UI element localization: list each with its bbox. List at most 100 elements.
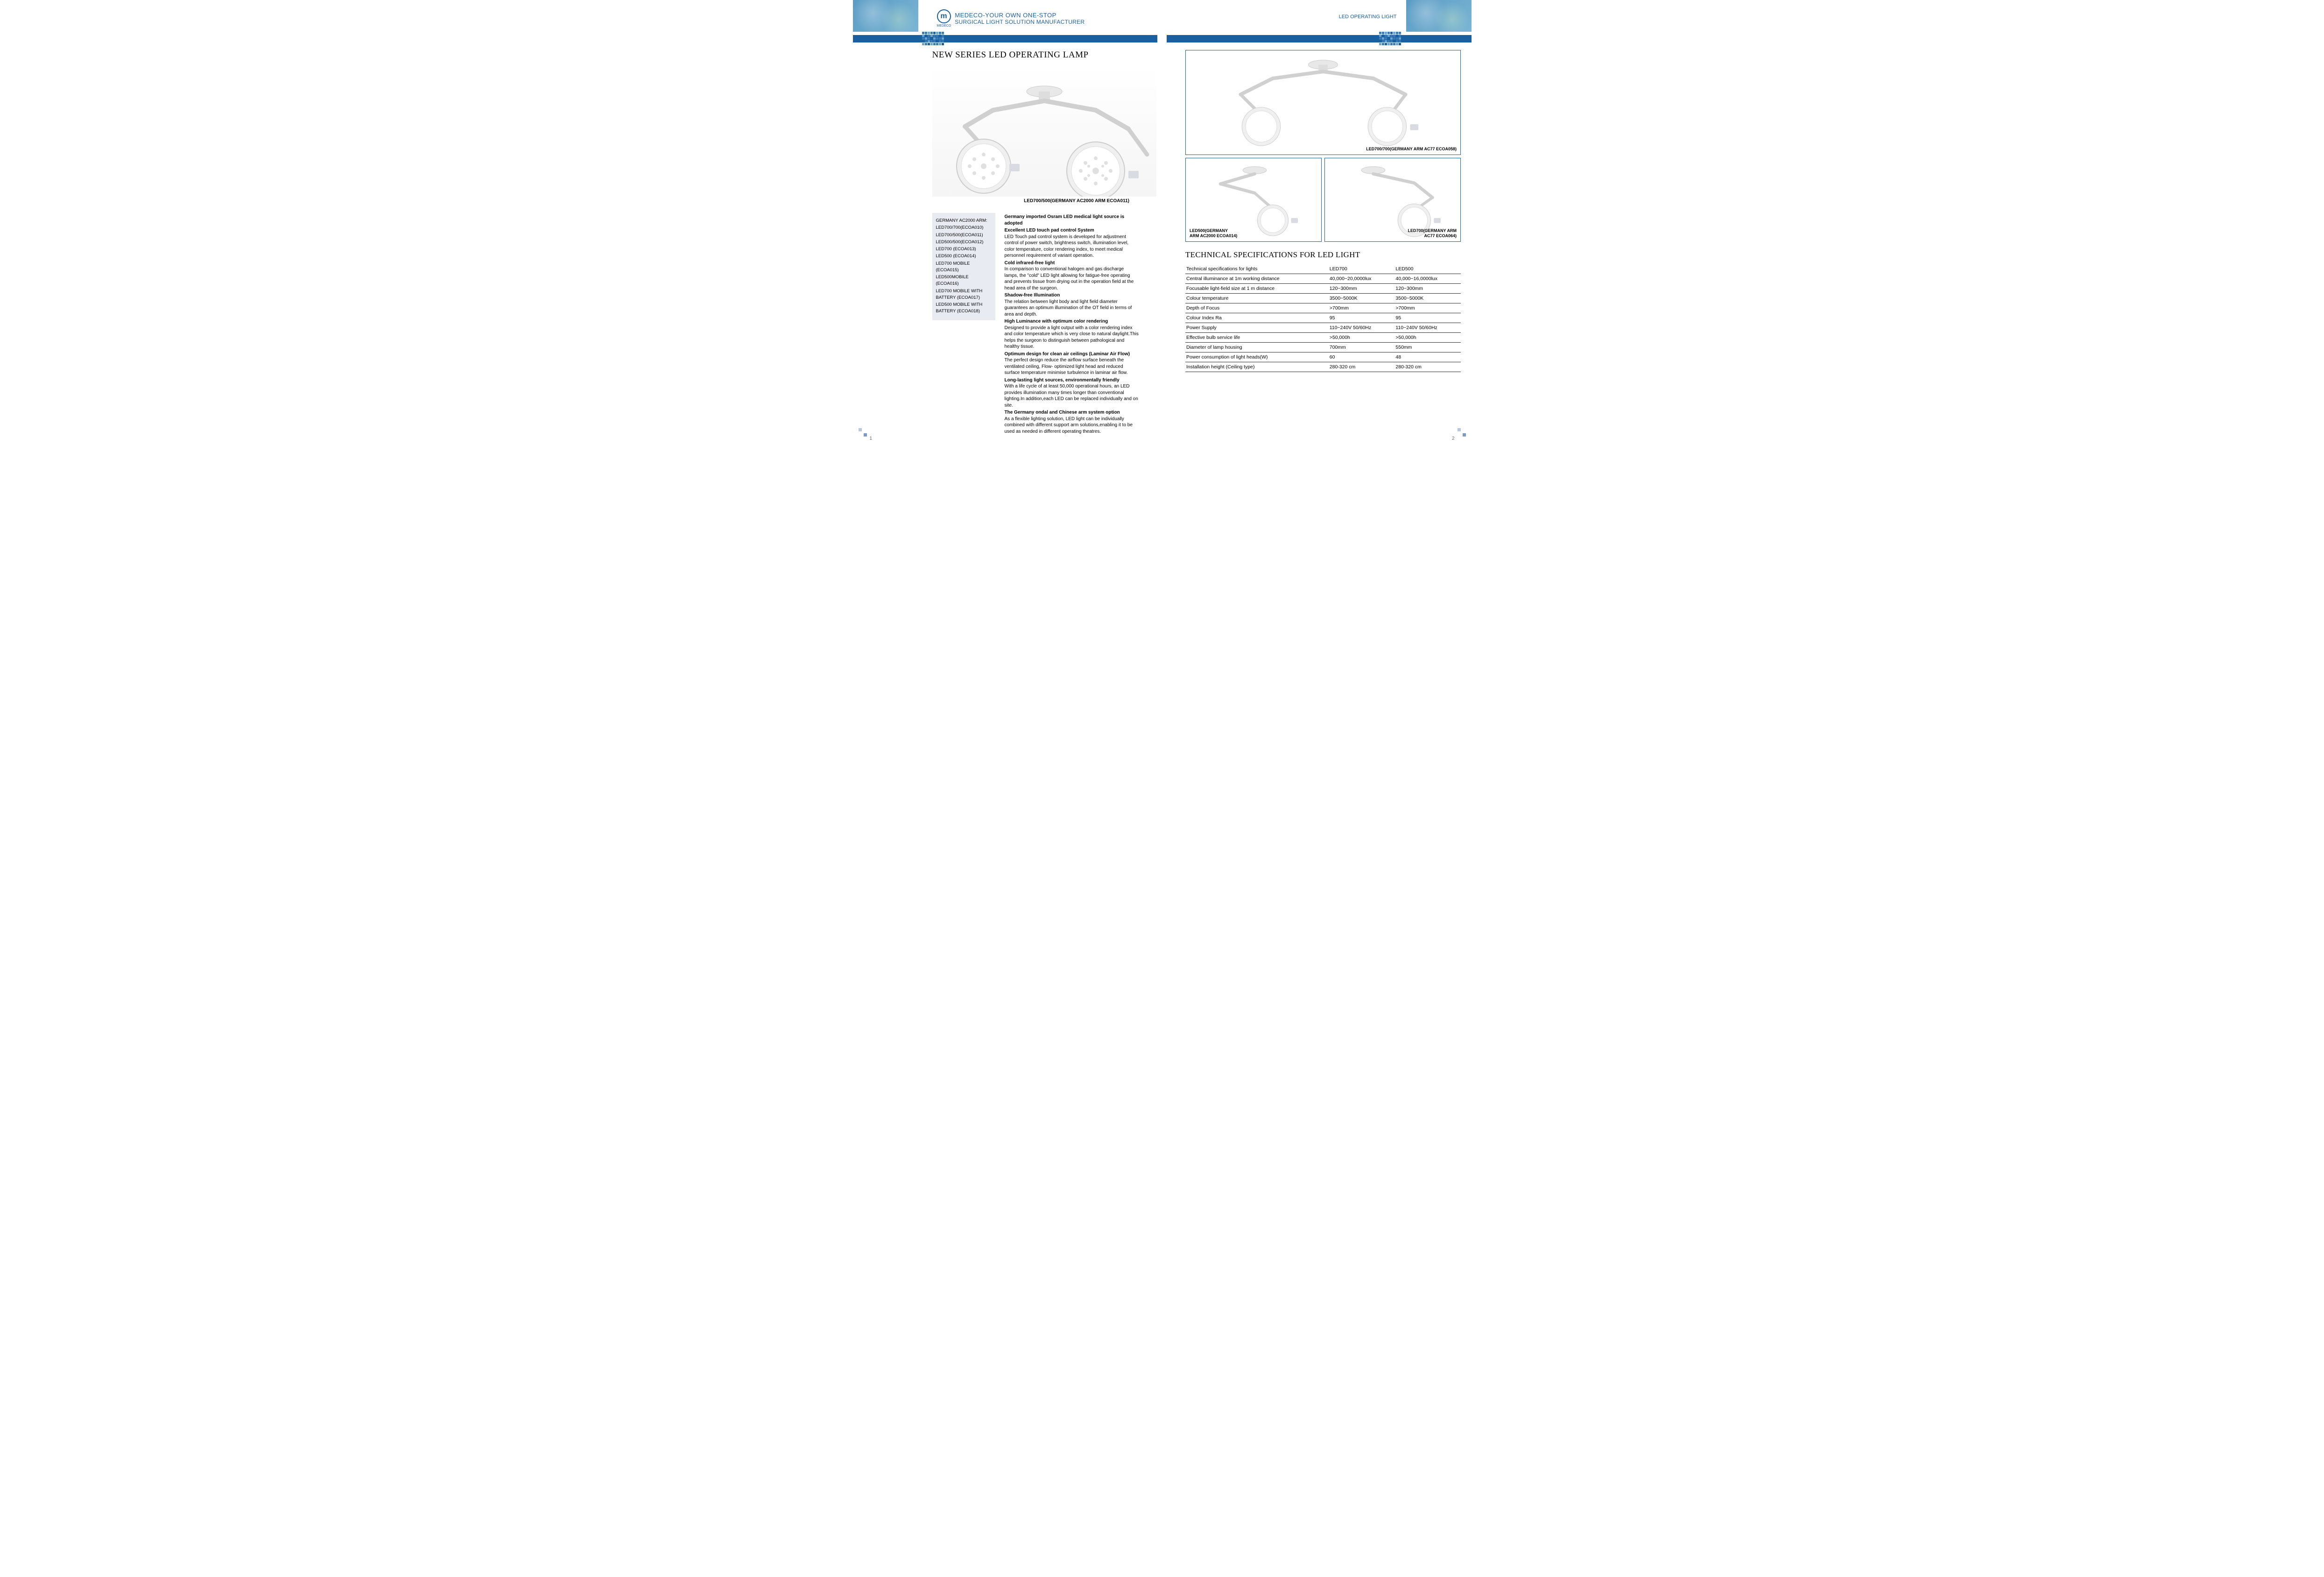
spec-table: Technical specifications for lightsLED70… bbox=[1185, 264, 1461, 372]
table-cell: 120~300mm bbox=[1394, 284, 1461, 294]
brand-line2: SURGICAL LIGHT SOLUTION MANUFACTURER bbox=[955, 19, 1085, 25]
table-row: Depth of Focus>700mm>700mm bbox=[1185, 303, 1461, 313]
table-row: Central illuminance at 1m working distan… bbox=[1185, 274, 1461, 284]
table-cell: 40,000~20,0000lux bbox=[1329, 274, 1395, 284]
model-list-item: LED500MOBILE (ECOA016) bbox=[936, 274, 992, 288]
table-cell: >50,000h bbox=[1329, 333, 1395, 343]
feature-body: As a flexible lighting solution, LED lig… bbox=[1005, 416, 1139, 435]
table-cell: >700mm bbox=[1394, 303, 1461, 313]
corner-decoration bbox=[859, 428, 867, 436]
table-cell: 280-320 cm bbox=[1329, 362, 1395, 372]
main-product-caption: LED700/500(GERMANY AC2000 ARM ECOA011) bbox=[932, 198, 1139, 204]
table-cell: Colour temperature bbox=[1185, 294, 1329, 303]
features-text: Germany imported Osram LED medical light… bbox=[1005, 213, 1139, 436]
feature-title: Optimum design for clean air ceilings (L… bbox=[1005, 351, 1139, 358]
table-cell: 95 bbox=[1329, 313, 1395, 323]
table-cell: 280-320 cm bbox=[1394, 362, 1461, 372]
page-right: LED OPERATING LIGHT bbox=[1162, 0, 1472, 445]
brand-line1: MEDECO-YOUR OWN ONE-STOP bbox=[955, 12, 1085, 19]
table-cell: Depth of Focus bbox=[1185, 303, 1329, 313]
table-cell: Effective bulb service life bbox=[1185, 333, 1329, 343]
model-list-item: LED700 MOBILE WITH BATTERY (ECOA017) bbox=[936, 288, 992, 302]
logo: m MEDECO bbox=[937, 9, 951, 28]
spec-title: TECHNICAL SPECIFICATIONS FOR LED LIGHT bbox=[1185, 250, 1444, 260]
table-row: Power Supply110~240V 50/60Hz110~240V 50/… bbox=[1185, 323, 1461, 333]
product-box-small: LED700(GERMANY ARMAC77 ECOA064) bbox=[1324, 158, 1461, 242]
feature-title: Excellent LED touch pad control System bbox=[1005, 227, 1139, 234]
feature-body: With a life cycle of at least 50,000 ope… bbox=[1005, 383, 1139, 408]
feature-title: Germany imported Osram LED medical light… bbox=[1005, 214, 1139, 226]
table-cell: >700mm bbox=[1329, 303, 1395, 313]
model-list-item: LED700/500(ECOA011) bbox=[936, 232, 992, 239]
product-caption: LED700(GERMANY ARMAC77 ECOA064) bbox=[1408, 228, 1457, 239]
table-header-cell: LED500 bbox=[1394, 264, 1461, 274]
table-cell: Colour Index Ra bbox=[1185, 313, 1329, 323]
corner-decoration bbox=[1458, 428, 1466, 436]
feature-body: In comparison to conventional halogen an… bbox=[1005, 266, 1139, 291]
model-list-item: GERMANY AC2000 ARM: bbox=[936, 218, 992, 224]
table-cell: Diameter of lamp housing bbox=[1185, 343, 1329, 352]
model-list-item: LED500 (ECOA014) bbox=[936, 253, 992, 260]
product-grid: LED700/700(GERMANY ARM AC77 ECOA058) LED… bbox=[1185, 50, 1461, 242]
lamp-illustration bbox=[1189, 161, 1318, 239]
header-photo-left bbox=[853, 0, 918, 32]
pixel-decoration bbox=[922, 32, 945, 46]
header-bar-left: m MEDECO MEDECO-YOUR OWN ONE-STOP SURGIC… bbox=[853, 0, 1158, 35]
feature-body: The relation between light body and ligh… bbox=[1005, 299, 1139, 318]
brand-block: m MEDECO MEDECO-YOUR OWN ONE-STOP SURGIC… bbox=[918, 0, 1158, 28]
model-list-item: LED500 MOBILE WITH BATTERY (ECOA018) bbox=[936, 302, 992, 315]
table-cell: Power Supply bbox=[1185, 323, 1329, 333]
lamp-illustration bbox=[1328, 161, 1458, 239]
section-title: NEW SERIES LED OPERATING LAMP bbox=[932, 50, 1139, 60]
table-cell: 3500~5000K bbox=[1329, 294, 1395, 303]
table-cell: 95 bbox=[1394, 313, 1461, 323]
left-content: NEW SERIES LED OPERATING LAMP bbox=[853, 46, 1158, 445]
product-caption: LED500(GERMANYARM AC2000 ECOA014) bbox=[1190, 228, 1237, 239]
catalog-spread: m MEDECO MEDECO-YOUR OWN ONE-STOP SURGIC… bbox=[853, 0, 1472, 445]
header-bar-right: LED OPERATING LIGHT bbox=[1167, 0, 1472, 35]
feature-title: The Germany ondal and Chinese arm system… bbox=[1005, 409, 1139, 416]
product-box-large: LED700/700(GERMANY ARM AC77 ECOA058) bbox=[1185, 50, 1461, 155]
table-cell: 60 bbox=[1329, 352, 1395, 362]
header-category: LED OPERATING LIGHT bbox=[1167, 0, 1406, 20]
table-row: Effective bulb service life>50,000h>50,0… bbox=[1185, 333, 1461, 343]
feature-title: Cold infrared-free light bbox=[1005, 260, 1139, 267]
product-caption: LED700/700(GERMANY ARM AC77 ECOA058) bbox=[1366, 147, 1457, 152]
table-cell: 110~240V 50/60Hz bbox=[1329, 323, 1395, 333]
table-row: Colour Index Ra9595 bbox=[1185, 313, 1461, 323]
table-cell: 700mm bbox=[1329, 343, 1395, 352]
model-list-item: LED700/700(ECOA010) bbox=[936, 225, 992, 231]
table-row: Diameter of lamp housing700mm550mm bbox=[1185, 343, 1461, 352]
table-cell: 550mm bbox=[1394, 343, 1461, 352]
table-row: Installation height (Ceiling type)280-32… bbox=[1185, 362, 1461, 372]
feature-title: Long-lasting light sources, environmenta… bbox=[1005, 377, 1139, 384]
table-cell: 40,000~16,0000lux bbox=[1394, 274, 1461, 284]
table-row: Power consumption of light heads(W)6048 bbox=[1185, 352, 1461, 362]
logo-icon: m bbox=[937, 9, 951, 23]
feature-body: LED Touch pad control system is develope… bbox=[1005, 234, 1139, 259]
pixel-decoration bbox=[1379, 32, 1402, 46]
table-cell: Installation height (Ceiling type) bbox=[1185, 362, 1329, 372]
table-header-cell: Technical specifications for lights bbox=[1185, 264, 1329, 274]
table-row: Colour temperature3500~5000K3500~5000K bbox=[1185, 294, 1461, 303]
model-list-item: LED700 MOBILE (ECOA015) bbox=[936, 260, 992, 274]
table-cell: 3500~5000K bbox=[1394, 294, 1461, 303]
page-number-right: 2 bbox=[1452, 436, 1455, 441]
model-list-sidebar: GERMANY AC2000 ARM:LED700/700(ECOA010)LE… bbox=[932, 213, 995, 320]
lamp-illustration bbox=[1189, 53, 1458, 152]
model-list-item: LED700 (ECOA013) bbox=[936, 246, 992, 253]
right-content: LED700/700(GERMANY ARM AC77 ECOA058) LED… bbox=[1167, 46, 1472, 381]
header-strip-left bbox=[853, 35, 1158, 42]
feature-body: Designed to provide a light output with … bbox=[1005, 325, 1139, 350]
table-cell: Central illuminance at 1m working distan… bbox=[1185, 274, 1329, 284]
table-cell: Focusable light-field size at 1 m distan… bbox=[1185, 284, 1329, 294]
product-box-small: LED500(GERMANYARM AC2000 ECOA014) bbox=[1185, 158, 1322, 242]
header-photo-right bbox=[1406, 0, 1472, 32]
table-cell: >50,000h bbox=[1394, 333, 1461, 343]
table-cell: 48 bbox=[1394, 352, 1461, 362]
feature-body: The perfect design reduce the airflow su… bbox=[1005, 357, 1139, 376]
table-cell: 120~300mm bbox=[1329, 284, 1395, 294]
feature-title: Shadow-free Illumination bbox=[1005, 292, 1139, 299]
table-header-cell: LED700 bbox=[1329, 264, 1395, 274]
lamp-illustration bbox=[932, 66, 1156, 197]
